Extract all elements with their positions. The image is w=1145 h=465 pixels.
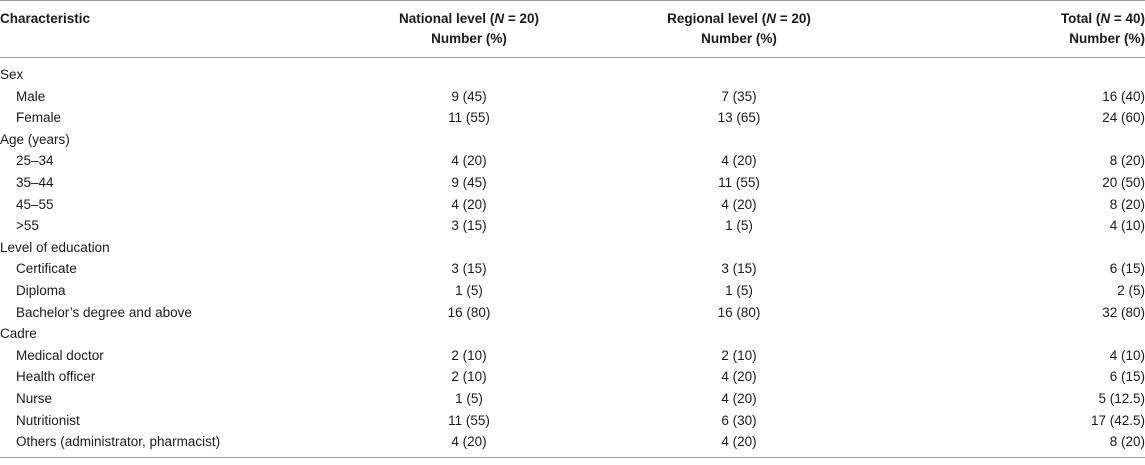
regional-value: 1 (5) — [725, 282, 753, 298]
regional-value: 6 (30) — [721, 412, 757, 428]
total-value: 2 (5) — [1117, 282, 1145, 298]
national-value: 4 (20) — [451, 434, 487, 450]
national-value: 11 (55) — [448, 412, 490, 428]
table-row: Certificate 3 (15) 3 (15) 6 (15) — [0, 258, 1145, 280]
row-label: 45–55 — [16, 196, 54, 212]
total-value: 8 (20) — [1109, 196, 1145, 212]
regional-value: 4 (20) — [721, 196, 757, 212]
group-label: Cadre — [0, 326, 37, 342]
table-row: Age (years) — [0, 129, 1145, 151]
total-value: 5 (12.5) — [1098, 390, 1145, 406]
table-row: 25–34 4 (20) 4 (20) 8 (20) — [0, 150, 1145, 172]
row-label: Certificate — [16, 261, 77, 277]
total-value: 17 (42.5) — [1090, 412, 1145, 428]
national-value: 11 (55) — [448, 110, 490, 126]
national-value: 2 (10) — [451, 369, 487, 385]
table-row: Nutritionist 11 (55) 6 (30) 17 (42.5) — [0, 410, 1145, 432]
regional-value — [576, 323, 902, 345]
regional-value: 11 (55) — [718, 174, 760, 190]
national-value: 2 (10) — [451, 347, 487, 363]
table-row: Nurse 1 (5) 4 (20) 5 (12.5) — [0, 388, 1145, 410]
row-label: Female — [16, 110, 62, 126]
header-characteristic: Characteristic — [0, 11, 91, 26]
row-label: >55 — [16, 218, 39, 234]
table-row: 45–55 4 (20) 4 (20) 8 (20) — [0, 194, 1145, 216]
total-value — [902, 129, 1145, 151]
row-label: Medical doctor — [16, 347, 104, 363]
national-value: 4 (20) — [451, 196, 487, 212]
national-value: 1 (5) — [455, 282, 483, 298]
group-label: Age (years) — [0, 131, 70, 147]
regional-value: 1 (5) — [725, 218, 753, 234]
row-label: Health officer — [16, 369, 96, 385]
table-row: >55 3 (15) 1 (5) 4 (10) — [0, 215, 1145, 237]
row-label: Others (administrator, pharmacist) — [16, 434, 221, 450]
row-label: Bachelor’s degree and above — [16, 304, 192, 320]
regional-value: 4 (20) — [721, 153, 757, 169]
group-label: Level of education — [0, 239, 110, 255]
table-row: Female 11 (55) 13 (65) 24 (60) — [0, 107, 1145, 129]
total-value: 6 (15) — [1109, 369, 1145, 385]
national-value: 4 (20) — [451, 153, 487, 169]
header-row: Characteristic National level (N = 20) N… — [0, 0, 1145, 58]
total-value: 24 (60) — [1102, 110, 1145, 126]
total-value: 16 (40) — [1102, 88, 1145, 104]
row-label: Diploma — [16, 282, 66, 298]
total-value: 20 (50) — [1102, 174, 1145, 190]
table-body: Sex Male 9 (45) 7 (35) 16 (40) Female 11 (55) 1… — [0, 58, 1145, 458]
total-value: 8 (20) — [1109, 434, 1145, 450]
row-label: Male — [16, 88, 46, 104]
group-label: Sex — [0, 67, 24, 82]
regional-value: 7 (35) — [721, 88, 757, 104]
national-value: 9 (45) — [451, 174, 487, 190]
header-national: National level (N = 20) Number (%) — [399, 11, 539, 46]
regional-value: 4 (20) — [721, 390, 757, 406]
regional-value: 4 (20) — [721, 369, 757, 385]
regional-value: 4 (20) — [721, 434, 757, 450]
national-value — [362, 129, 576, 151]
national-value — [362, 323, 576, 345]
national-value: 3 (15) — [451, 261, 487, 277]
table-row: Health officer 2 (10) 4 (20) 6 (15) — [0, 366, 1145, 388]
table-row: Cadre — [0, 323, 1145, 345]
total-value: 32 (80) — [1102, 304, 1145, 320]
regional-value — [576, 58, 902, 86]
regional-value: 3 (15) — [721, 261, 757, 277]
row-label: Nurse — [16, 390, 53, 406]
total-value — [902, 323, 1145, 345]
national-value: 1 (5) — [455, 390, 483, 406]
row-label: 25–34 — [16, 153, 54, 169]
row-label: Nutritionist — [16, 412, 80, 428]
national-value — [362, 58, 576, 86]
total-value — [902, 58, 1145, 86]
national-value: 16 (80) — [447, 304, 491, 320]
table-row: Male 9 (45) 7 (35) 16 (40) — [0, 86, 1145, 108]
total-value: 4 (10) — [1109, 347, 1145, 363]
row-label: 35–44 — [16, 174, 54, 190]
total-value: 8 (20) — [1109, 153, 1145, 169]
regional-value — [576, 237, 902, 259]
table-header: Characteristic National level (N = 20) N… — [0, 0, 1145, 58]
table-row: Others (administrator, pharmacist) 4 (20)… — [0, 431, 1145, 458]
table-row: 35–44 9 (45) 11 (55) 20 (50) — [0, 172, 1145, 194]
table-row: Medical doctor 2 (10) 2 (10) 4 (10) — [0, 345, 1145, 367]
table-row: Sex — [0, 58, 1145, 86]
regional-value: 13 (65) — [717, 110, 761, 126]
regional-value — [576, 129, 902, 151]
total-value — [902, 237, 1145, 259]
national-value: 3 (15) — [451, 218, 487, 234]
table-row: Level of education — [0, 237, 1145, 259]
regional-value: 2 (10) — [721, 347, 757, 363]
total-value: 6 (15) — [1109, 261, 1145, 277]
total-value: 4 (10) — [1109, 218, 1145, 234]
table-row: Bachelor’s degree and above 16 (80) 16 (80… — [0, 302, 1145, 324]
header-total: Total (N = 40) Number (%) — [1060, 11, 1145, 46]
regional-value: 16 (80) — [717, 304, 761, 320]
header-regional: Regional level (N = 20) Number (%) — [667, 11, 811, 46]
national-value — [362, 237, 576, 259]
table-row: Diploma 1 (5) 1 (5) 2 (5) — [0, 280, 1145, 302]
national-value: 9 (45) — [451, 88, 487, 104]
